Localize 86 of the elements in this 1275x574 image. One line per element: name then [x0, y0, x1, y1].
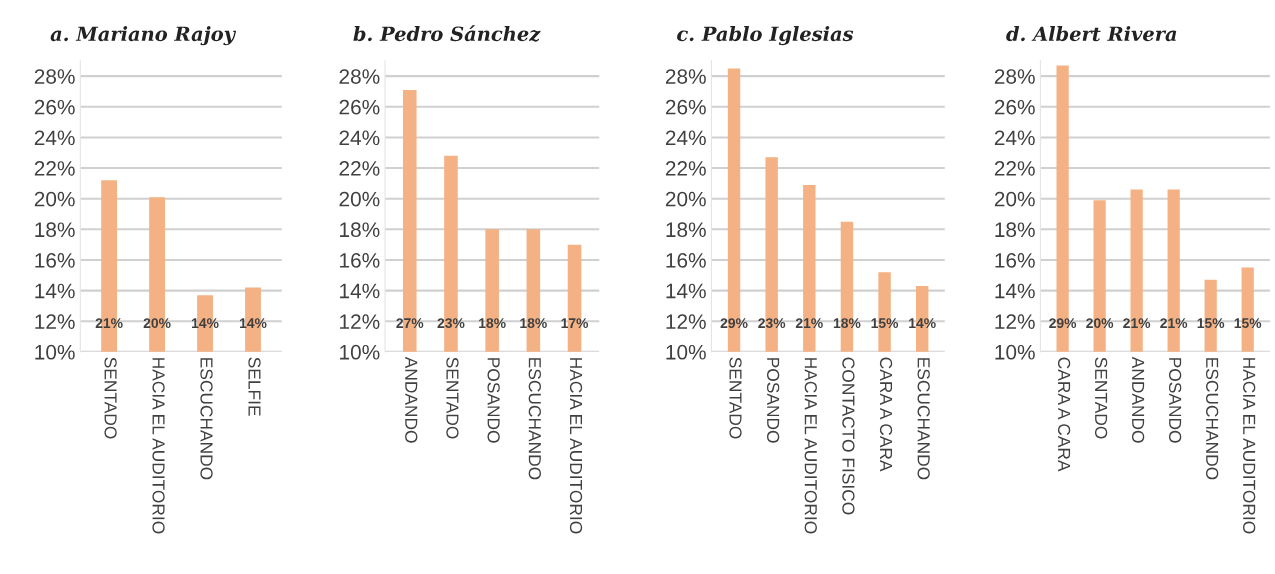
x-tick-label: CONTACTO FISICO: [842, 357, 855, 515]
y-tick-label: 12%: [666, 314, 706, 329]
x-tick-label: HACIA EL AUDITORIO: [804, 358, 817, 534]
y-tick-label: 14%: [340, 283, 380, 299]
data-label: 27%: [396, 318, 424, 328]
x-tick-label: ANDANDO: [1131, 356, 1145, 443]
x-tick-label: CARA A CARA: [1057, 357, 1071, 472]
y-tick-label: 16%: [35, 252, 75, 268]
y-tick-label: 28%: [339, 69, 380, 84]
chart-title: a. Mariano Rajoy: [50, 26, 237, 46]
y-tick-label: 18%: [995, 222, 1035, 238]
y-tick-label: 24%: [665, 130, 706, 146]
y-tick-label: 26%: [665, 99, 706, 115]
y-tick-label: 20%: [994, 191, 1035, 207]
y-tick-label: 22%: [339, 161, 380, 176]
data-label: 14%: [239, 318, 267, 328]
y-tick-label: 18%: [666, 222, 706, 238]
data-label: 20%: [143, 318, 171, 329]
data-label: 14%: [909, 318, 936, 328]
data-label: 15%: [871, 318, 899, 329]
x-tick-label: SENTADO: [1094, 357, 1108, 439]
data-label: 21%: [1160, 318, 1188, 328]
data-label: 15%: [1197, 318, 1225, 329]
y-tick-label: 22%: [994, 161, 1035, 176]
y-tick-label: 14%: [35, 283, 75, 299]
data-label: 20%: [1086, 318, 1114, 329]
y-tick-label: 26%: [34, 99, 75, 115]
x-tick-label: ESCUCHANDO: [200, 358, 213, 480]
x-tick-label: HACIA EL AUDITORIO: [152, 358, 165, 534]
y-tick-label: 28%: [665, 69, 706, 84]
data-label: 15%: [1234, 318, 1262, 329]
y-tick-label: 24%: [34, 130, 75, 146]
y-tick-label: 20%: [339, 191, 380, 207]
y-tick-label: 12%: [340, 314, 380, 329]
y-tick-label: 18%: [35, 222, 75, 238]
y-tick-label: 16%: [995, 252, 1035, 268]
x-tick-label: SENTADO: [104, 357, 117, 439]
data-label: 21%: [95, 318, 123, 328]
x-tick-label: ESCUCHANDO: [528, 358, 541, 480]
y-tick-label: 26%: [994, 99, 1035, 115]
x-tick-label: POSANDO: [1169, 358, 1182, 443]
data-label: 21%: [1123, 318, 1151, 328]
y-tick-label: 18%: [340, 222, 380, 238]
data-label: 18%: [520, 318, 547, 329]
x-tick-label: HACIA EL AUDITORIO: [569, 358, 583, 534]
y-tick-label: 28%: [994, 69, 1035, 84]
x-tick-label: ESCUCHANDO: [917, 358, 930, 480]
y-tick-label: 12%: [995, 314, 1035, 329]
y-tick-label: 24%: [994, 130, 1035, 146]
data-label: 23%: [437, 318, 465, 329]
x-tick-label: POSANDO: [767, 358, 780, 443]
data-label: 17%: [561, 318, 589, 328]
y-tick-label: 10%: [666, 344, 706, 360]
x-tick-label: SENTADO: [729, 357, 742, 439]
data-label: 21%: [795, 318, 823, 328]
x-tick-label: ANDANDO: [405, 356, 418, 443]
x-tick-label: SELFIE: [248, 357, 261, 416]
data-label: 18%: [479, 318, 506, 329]
chart-title: d. Albert Rivera: [1006, 26, 1177, 42]
x-tick-label: HACIA EL AUDITORIO: [1243, 358, 1256, 534]
y-tick-label: 14%: [995, 283, 1035, 299]
data-label: 23%: [758, 318, 786, 329]
x-tick-label: ESCUCHANDO: [1206, 358, 1219, 480]
x-tick-label: SENTADO: [446, 357, 459, 439]
data-label: 18%: [833, 318, 861, 329]
y-tick-label: 10%: [995, 344, 1035, 360]
data-label: 29%: [1049, 318, 1077, 329]
y-tick-label: 20%: [665, 191, 706, 207]
data-label: 14%: [192, 318, 219, 328]
y-tick-label: 22%: [34, 161, 75, 176]
y-tick-label: 12%: [35, 314, 75, 329]
y-tick-label: 22%: [665, 161, 706, 176]
y-tick-label: 28%: [34, 69, 75, 84]
x-tick-label: POSANDO: [487, 358, 500, 443]
data-label: 29%: [720, 318, 748, 329]
y-tick-label: 10%: [35, 344, 75, 360]
x-tick-label: CARA A CARA: [879, 357, 893, 472]
y-tick-label: 14%: [666, 283, 706, 299]
chart-title: b. Pedro Sánchez: [353, 25, 541, 42]
y-tick-label: 20%: [34, 191, 75, 207]
y-tick-label: 16%: [340, 252, 380, 268]
chart-title: c. Pablo Iglesias: [677, 26, 854, 46]
y-tick-label: 10%: [340, 344, 380, 360]
y-tick-label: 26%: [339, 99, 380, 115]
y-tick-label: 24%: [339, 130, 380, 146]
y-tick-label: 16%: [666, 252, 706, 268]
